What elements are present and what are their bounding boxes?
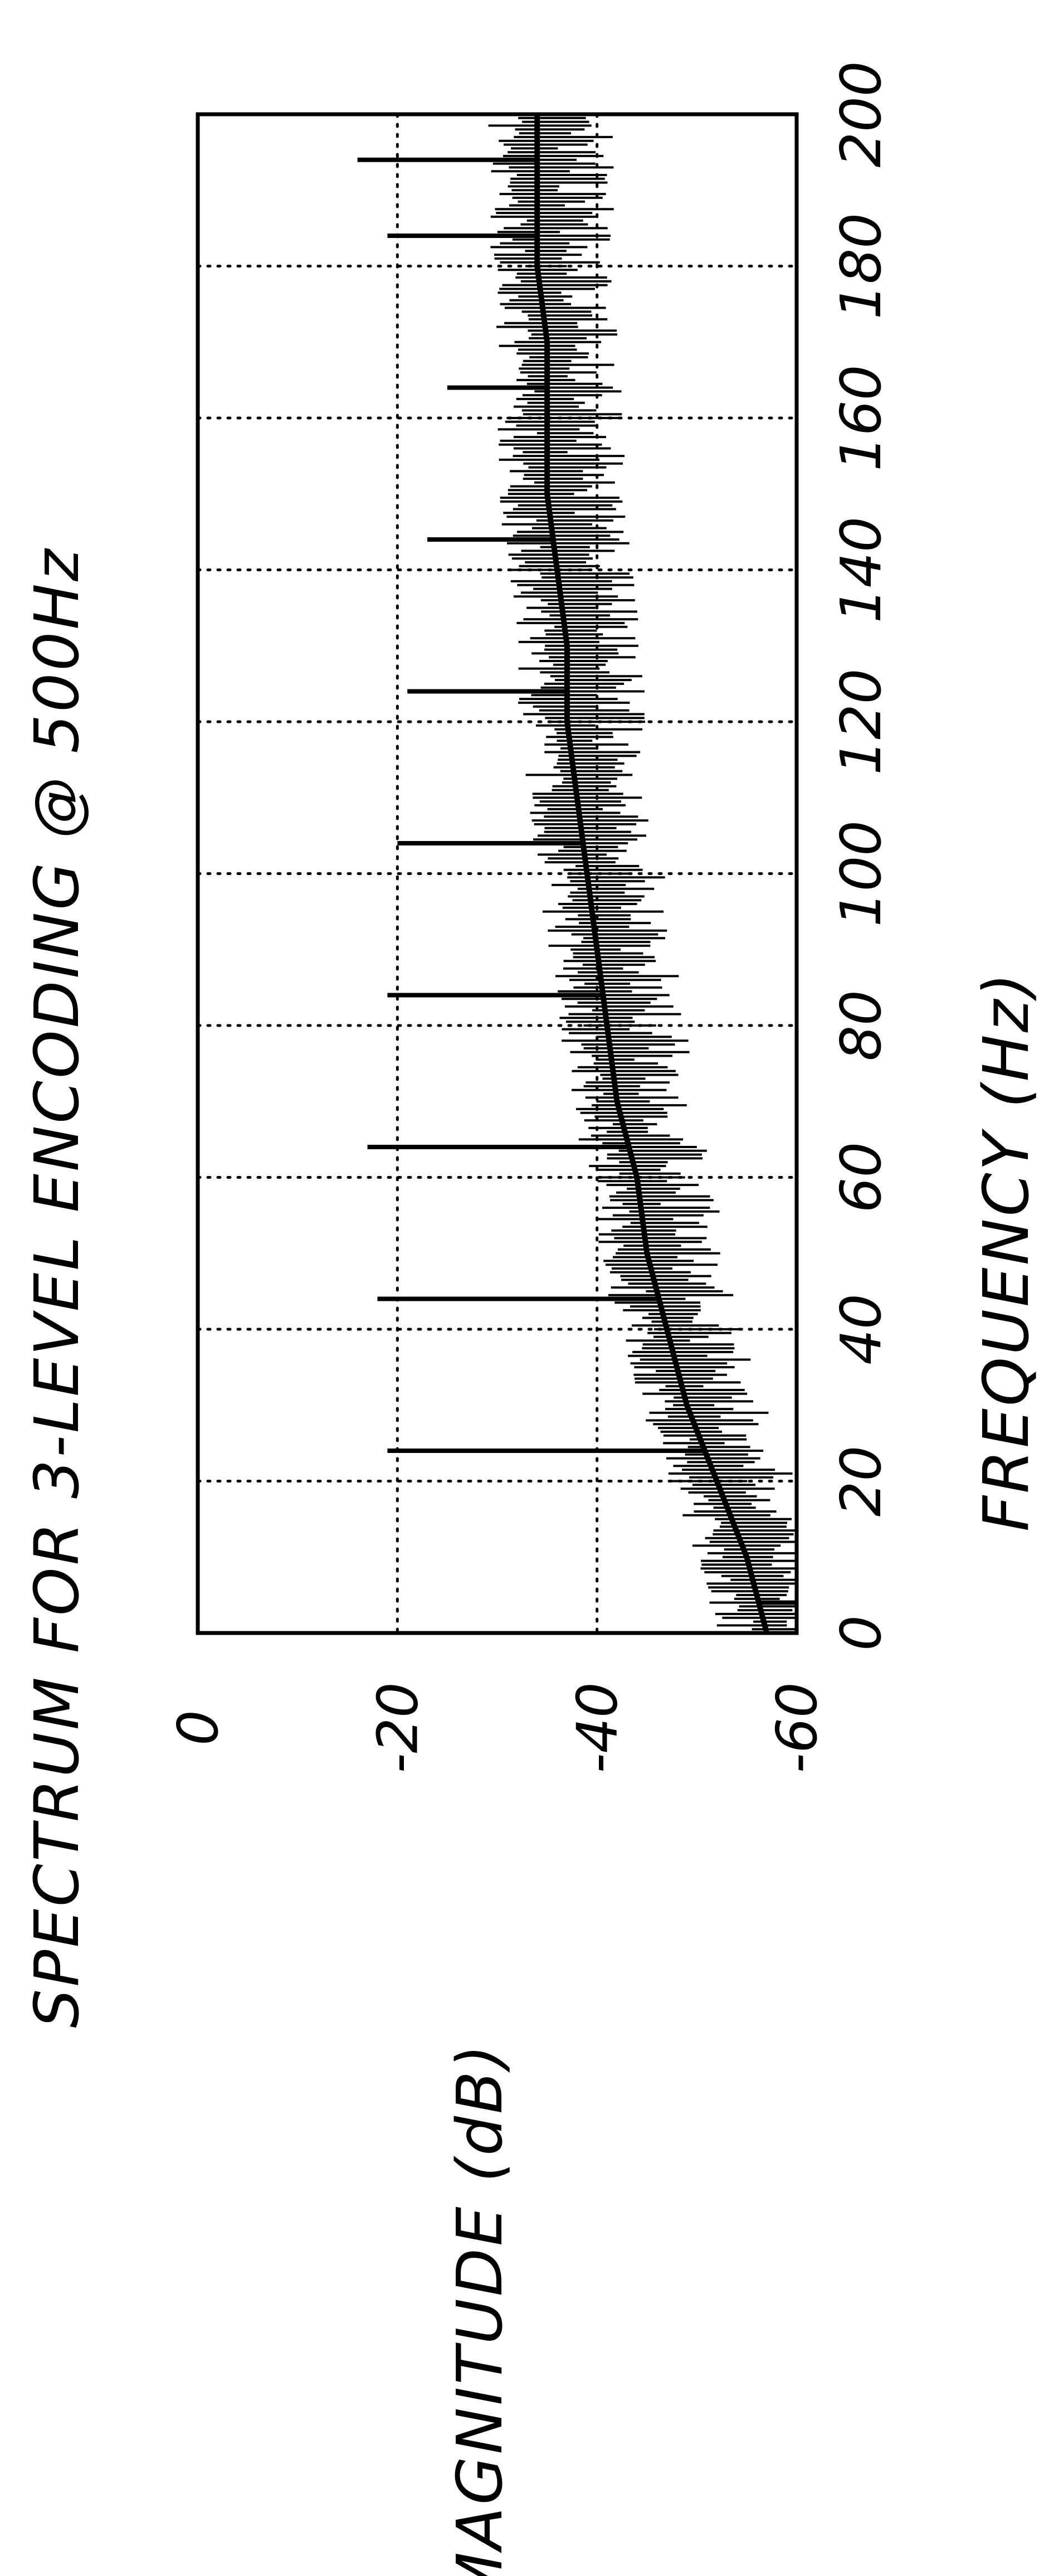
x-tick-label: 200 (828, 61, 894, 168)
spectrum-noise (488, 113, 797, 1631)
x-tick-label: 140 (828, 517, 894, 623)
grid (196, 113, 798, 1635)
x-tick-label: 40 (828, 1294, 894, 1364)
spectrum-trend-line (534, 114, 770, 1634)
x-tick-label: 0 (828, 1615, 894, 1651)
y-tick-label: -40 (565, 1682, 630, 1773)
x-tick-label: 20 (828, 1446, 894, 1517)
chart-title: SPECTRUM FOR 3-LEVEL ENCODING @ 500Hz (21, 547, 92, 2028)
spike-group (357, 157, 797, 1605)
x-ticks: 0 20 40 60 80 100 120 140 160 180 200 (828, 61, 894, 1651)
x-tick-label: 100 (828, 820, 894, 927)
y-tick-label: -20 (365, 1682, 430, 1773)
y-tick-label: 0 (165, 1710, 231, 1746)
x-tick-label: 60 (828, 1142, 894, 1213)
y-ticks: 0 -20 -40 -60 (165, 1682, 830, 1773)
x-tick-label: 160 (828, 365, 894, 472)
x-tick-label: 120 (828, 669, 894, 775)
x-tick-label: 180 (828, 213, 894, 319)
x-tick-label: 80 (828, 990, 894, 1061)
series-group (488, 113, 797, 1634)
y-tick-label: -60 (764, 1682, 830, 1773)
x-axis-label: FREQUENCY (Hz) (970, 971, 1039, 1532)
plot-frame (196, 112, 799, 1635)
y-axis-label: MAGNITUDE (dB) (444, 2042, 516, 2576)
